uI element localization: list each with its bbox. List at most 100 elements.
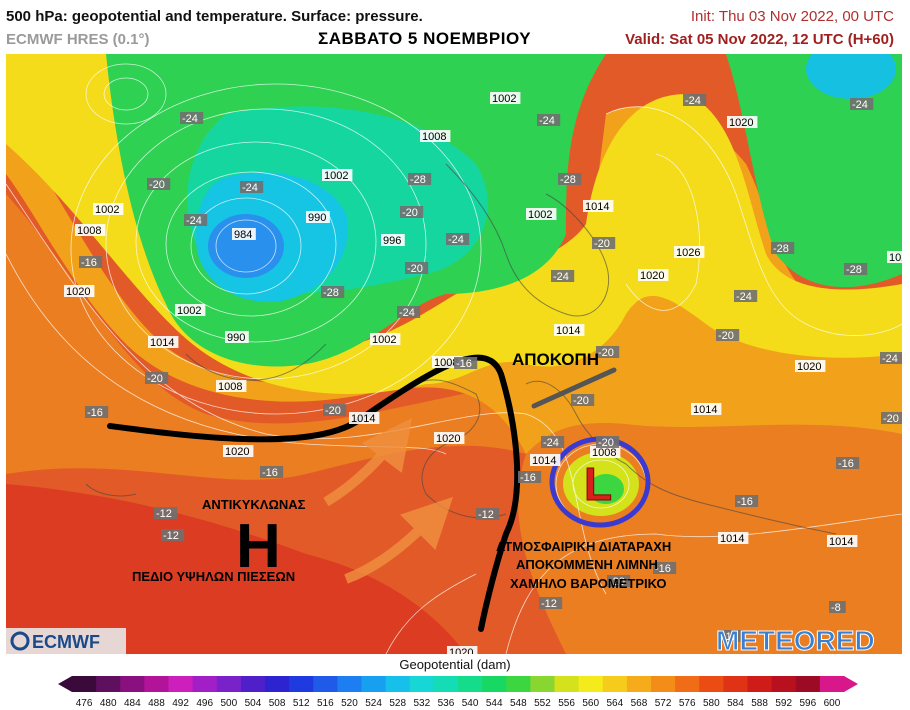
temperature-label-text: -20 [149, 179, 165, 191]
ecmwf-logo-text: ECMWF [32, 632, 100, 652]
temperature-label-text: -24 [543, 437, 559, 449]
pressure-label: 1020 [447, 646, 478, 654]
colorbar-tick: 576 [679, 698, 696, 709]
colorbar-segment [482, 676, 507, 692]
disturbance-line-1: ΑΤΜΟΣΦΑΙΡΙΚΗ ΔΙΑΤΑΡΑΧΗ [496, 539, 671, 554]
colorbar-tick: 548 [510, 698, 527, 709]
field-orange-2 [6, 194, 902, 654]
pressure-label: 1014 [349, 412, 380, 425]
pressure-label-text: 1014 [720, 533, 744, 545]
pressure-label-text: 1026 [676, 247, 700, 259]
colorbar-tick: 596 [799, 698, 816, 709]
temperature-label-text: -20 [402, 207, 418, 219]
temperature-label: -20 [400, 206, 424, 219]
temperature-label: -12 [539, 597, 563, 610]
temperature-label-text: -24 [553, 271, 569, 283]
colorbar-tick: 592 [775, 698, 792, 709]
pressure-label: 1008 [75, 224, 106, 237]
temperature-label-text: -16 [838, 458, 854, 470]
temperature-label-text: -24 [399, 307, 415, 319]
field-red-sw [6, 484, 466, 654]
temperature-label: -24 [240, 181, 264, 194]
colorbar-tick: 528 [389, 698, 406, 709]
model-name: ECMWF HRES (0.1°) [6, 31, 150, 48]
pressure-label: 1020 [887, 251, 902, 264]
colorbar-tick: 544 [486, 698, 503, 709]
low-letter: L [584, 458, 612, 510]
colorbar-tick: 572 [655, 698, 672, 709]
temperature-label-text: -24 [685, 95, 701, 107]
pressure-label-text: 996 [383, 235, 401, 247]
pressure-label: 1008 [216, 380, 247, 393]
temperature-label-text: -16 [456, 358, 472, 370]
temperature-label: -20 [323, 404, 347, 417]
temperature-label-text: -12 [163, 530, 179, 542]
colorbar-segment [675, 676, 700, 692]
field-blue-ne [806, 54, 896, 99]
temperature-label: -20 [592, 237, 616, 250]
colorbar-min-arrow [58, 676, 72, 692]
colorbar-tick: 600 [824, 698, 841, 709]
temperature-label: -24 [446, 233, 470, 246]
pressure-label-text: 1020 [889, 252, 902, 264]
ecmwf-logo: ECMWF [6, 628, 126, 654]
temperature-label-text: -24 [182, 113, 198, 125]
temperature-label: -24 [184, 214, 208, 227]
pressure-label-text: 1008 [77, 225, 101, 237]
colorbar-segment [771, 676, 797, 692]
colorbar-tick: 516 [317, 698, 334, 709]
valid-time: Valid: Sat 05 Nov 2022, 12 UTC (H+60) [625, 31, 894, 48]
pressure-label-text: 1020 [225, 446, 249, 458]
temperature-label-text: -28 [773, 243, 789, 255]
cutoff-label: ΑΠΟΚΟΠΗ [512, 350, 599, 369]
colorbar: 476 480 484 488 492 496 500 504 508 512 516 520 524 5… [58, 676, 858, 709]
colorbar-segment [216, 676, 242, 692]
pressure-label-text: 1002 [372, 334, 396, 346]
colorbar-segment [409, 676, 435, 692]
temperature-labels: -24 -20 -24 -24 -16 -28 -20 -16 -20 -16 -12 -12 -28 -… [79, 94, 902, 643]
field-green-east [726, 54, 902, 288]
pressure-label-text: 1008 [592, 447, 616, 459]
colorbar-tick: 488 [148, 698, 165, 709]
colorbar-tick: 504 [245, 698, 262, 709]
chart-title: 500 hPa: geopotential and temperature. S… [6, 8, 423, 25]
temperature-label: -24 [880, 352, 902, 365]
colorbar-tick: 492 [172, 698, 189, 709]
pressure-label: 1008 [590, 446, 621, 459]
colorbar-tick: 500 [220, 698, 237, 709]
colorbar-segment [626, 676, 652, 692]
colorbar-tick: 588 [751, 698, 768, 709]
flow-arrow-2 [344, 496, 454, 584]
pressure-label-text: 1020 [66, 286, 90, 298]
colorbar-tick: 536 [438, 698, 455, 709]
pressure-label: 990 [306, 211, 330, 224]
temperature-label-text: -28 [560, 174, 576, 186]
colorbar-segment [819, 676, 845, 692]
cutoff-arrow [531, 367, 617, 409]
colorbar-tick: 584 [727, 698, 744, 709]
pressure-label: 984 [232, 228, 256, 241]
temperature-label-text: -12 [156, 508, 172, 520]
colorbar-segment [506, 676, 531, 692]
temperature-label: -16 [85, 406, 109, 419]
colorbar-tick: 524 [365, 698, 382, 709]
pressure-label-text: 1014 [585, 201, 609, 213]
temperature-label: -16 [836, 457, 860, 470]
colorbar-segment [144, 676, 169, 692]
temperature-label: -24 [537, 114, 561, 127]
pressure-label: 1020 [434, 432, 465, 445]
temperature-label-text: -20 [573, 395, 589, 407]
temperature-label-text: -16 [737, 496, 753, 508]
pressure-label: 1014 [691, 403, 722, 416]
colorbar-segment [120, 676, 145, 692]
temperature-label-text: -24 [539, 115, 555, 127]
colorbar-segment [651, 676, 676, 692]
pressure-label: 1002 [175, 304, 206, 317]
temperature-label-text: -8 [831, 602, 841, 614]
temperature-label-text: -16 [520, 472, 536, 484]
colorbar-label: Geopotential (dam) [399, 657, 511, 672]
colorbar-segment [554, 676, 580, 692]
temperature-label: -12 [161, 529, 185, 542]
temperature-label: -20 [607, 575, 631, 588]
temperature-label: -12 [154, 507, 178, 520]
